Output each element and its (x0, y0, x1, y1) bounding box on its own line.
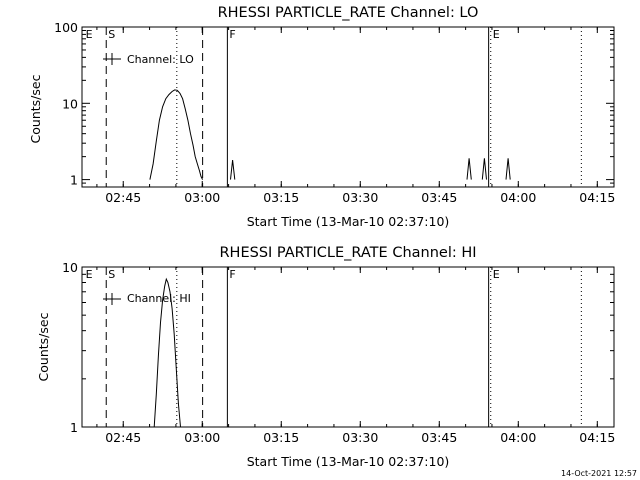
x-tick-label: 04:15 (579, 430, 615, 445)
x-tick-label: 04:00 (500, 430, 536, 445)
panel-lo-xlabel: Start Time (13-Mar-10 02:37:10) (247, 214, 450, 229)
panel-hi-title: RHESSI PARTICLE_RATE Channel: HI (219, 245, 476, 261)
panel-lo-ylabel: Counts/sec (28, 74, 43, 143)
y-tick-label: 1 (70, 420, 78, 435)
footer-timestamp: 14-Oct-2021 12:57 (561, 469, 637, 478)
panel-lo-frame (81, 26, 615, 188)
x-tick-label: 03:30 (342, 430, 378, 445)
x-tick-label: 03:30 (342, 190, 378, 205)
y-tick-label: 1 (70, 173, 78, 188)
series-lo-0 (149, 89, 204, 180)
event-marker-label: F (229, 268, 235, 281)
x-tick-label: 03:00 (184, 190, 220, 205)
event-marker-label: E (493, 28, 500, 41)
event-marker-label: S (108, 28, 115, 41)
series-lo-3 (481, 158, 487, 180)
panel-hi: RHESSI PARTICLE_RATE Channel: HI Counts/… (36, 245, 615, 469)
series-lo-4 (505, 158, 511, 180)
series-hi-0 (153, 277, 181, 428)
x-tick-label: 03:00 (184, 430, 220, 445)
x-tick-label: 02:45 (105, 430, 141, 445)
panel-lo-title: RHESSI PARTICLE_RATE Channel: LO (218, 5, 479, 21)
event-marker-label: F (229, 28, 235, 41)
panel-lo-legend-label: Channel: LO (127, 53, 194, 66)
y-tick-label: 100 (54, 20, 78, 35)
x-tick-label: 03:15 (263, 190, 299, 205)
event-marker-label: E (86, 28, 93, 41)
panel-hi-frame (81, 266, 615, 428)
panel-hi-legend-label: Channel: HI (127, 292, 191, 305)
event-marker-label: E (493, 268, 500, 281)
x-tick-label: 04:00 (500, 190, 536, 205)
series-lo-2 (466, 158, 472, 180)
y-tick-label: 10 (62, 96, 78, 111)
event-marker-label: S (108, 268, 115, 281)
y-tick-label: 10 (62, 260, 78, 275)
event-marker-label: E (86, 268, 93, 281)
x-tick-label: 03:15 (263, 430, 299, 445)
x-tick-label: 03:45 (421, 430, 457, 445)
panel-hi-xlabel: Start Time (13-Mar-10 02:37:10) (247, 454, 450, 469)
x-tick-label: 04:15 (579, 190, 615, 205)
series-lo-1 (230, 160, 236, 180)
panel-hi-ylabel: Counts/sec (36, 312, 51, 381)
panel-lo: RHESSI PARTICLE_RATE Channel: LO Counts/… (28, 5, 615, 229)
x-tick-label: 02:45 (105, 190, 141, 205)
x-tick-label: 03:45 (421, 190, 457, 205)
